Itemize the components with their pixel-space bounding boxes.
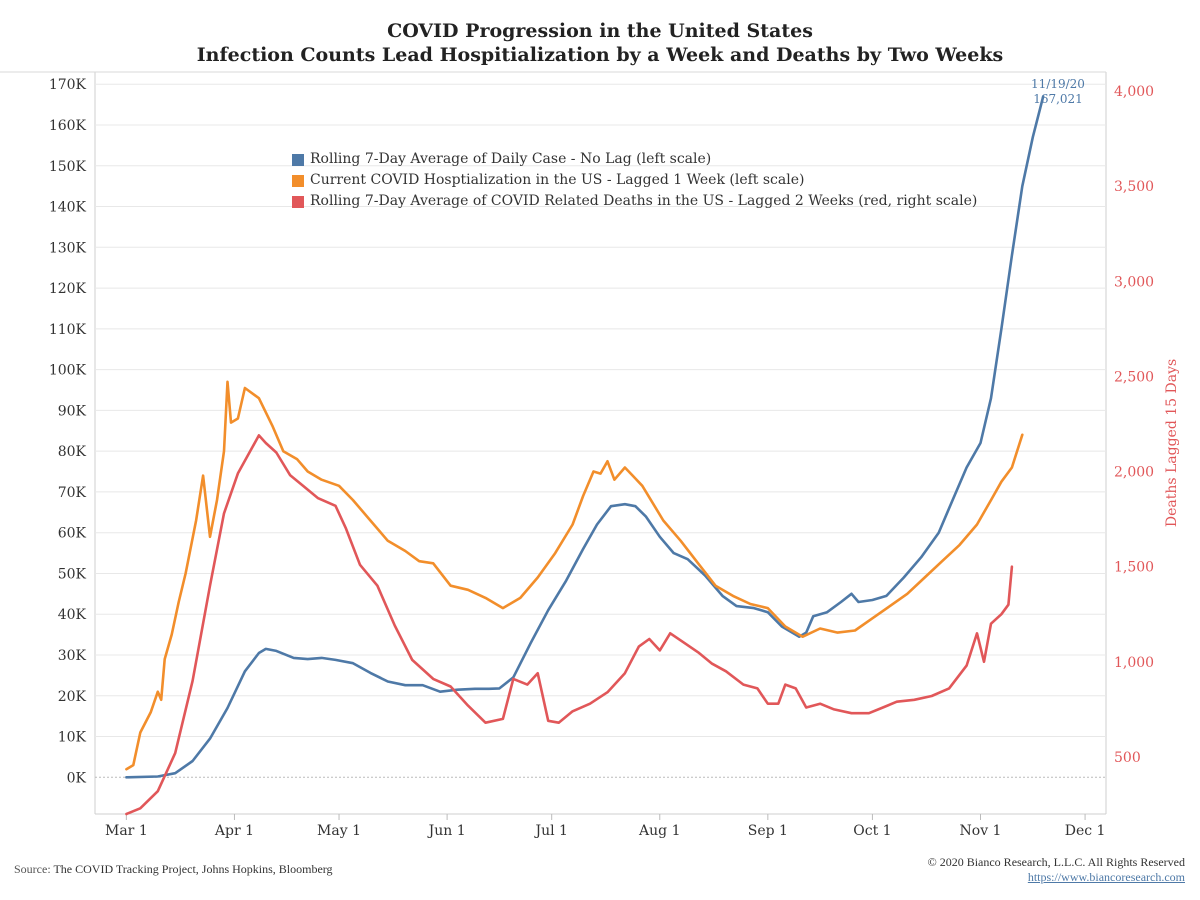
y2-tick-label: 500: [1114, 750, 1141, 766]
y-tick-label: 90K: [58, 403, 87, 419]
y2-tick-label: 3,500: [1114, 179, 1154, 195]
website-link[interactable]: https://www.biancoresearch.com: [1027, 870, 1185, 884]
series-line-hospitalization: [125, 380, 1024, 771]
y-tick-label: 160K: [49, 118, 87, 134]
y-tick-label: 120K: [49, 281, 87, 297]
y2-tick-label: 1,000: [1114, 655, 1154, 671]
y-tick-label: 150K: [49, 159, 87, 175]
legend-swatch-deaths: [292, 195, 304, 208]
legend-label-deaths: Rolling 7-Day Average of COVID Related D…: [310, 193, 978, 209]
last-value-annotation: 11/19/20 167,021: [1028, 77, 1088, 107]
y-tick-label: 70K: [58, 485, 87, 501]
y-tick-label: 140K: [49, 200, 87, 216]
annotation-value: 167,021: [1033, 92, 1083, 106]
copyright-block: © 2020 Bianco Research, L.L.C. All Right…: [928, 855, 1185, 885]
y2-tick-label: 4,000: [1114, 84, 1154, 100]
legend-label-hosp: Current COVID Hosptialization in the US …: [310, 172, 805, 188]
source-note: Source: The COVID Tracking Project, John…: [14, 862, 333, 877]
y-tick-label: 40K: [58, 607, 87, 623]
y-tick-label: 170K: [49, 77, 87, 93]
x-tick-label: Nov 1: [960, 823, 1002, 839]
y-tick-label: 100K: [49, 363, 87, 379]
x-tick-label: Jun 1: [427, 823, 466, 839]
y-tick-label: 110K: [49, 322, 87, 338]
source-text: The COVID Tracking Project, Johns Hopkin…: [53, 862, 333, 876]
x-tick-label: Apr 1: [214, 823, 254, 839]
legend-swatch-cases: [292, 153, 304, 166]
legend-item-cases: Rolling 7-Day Average of Daily Case - No…: [292, 149, 977, 170]
y-tick-label: 60K: [58, 526, 87, 542]
series-line-cases: [125, 95, 1045, 779]
legend-item-deaths: Rolling 7-Day Average of COVID Related D…: [292, 191, 977, 212]
y-tick-label: 80K: [58, 444, 87, 460]
y-tick-label: 20K: [58, 689, 87, 705]
chart-subtitle: Infection Counts Lead Hospitialization b…: [196, 44, 1004, 66]
legend-label-cases: Rolling 7-Day Average of Daily Case - No…: [310, 151, 712, 167]
x-tick-label: Oct 1: [853, 823, 891, 839]
y2-tick-label: 3,000: [1114, 274, 1154, 290]
x-tick-label: Aug 1: [638, 823, 680, 839]
y-axis-right: 500 1,000 1,500 2,000 2,500 3,000 3,500 4,000 De…: [1114, 84, 1180, 766]
y2-tick-label: 2,500: [1114, 369, 1154, 385]
x-tick-label: Sep 1: [748, 823, 788, 839]
y-tick-label: 30K: [58, 648, 87, 664]
copyright-text: © 2020 Bianco Research, L.L.C. All Right…: [927, 855, 1185, 869]
series-lines: [125, 95, 1045, 816]
y-tick-label: 0K: [67, 770, 87, 786]
x-tick-label: Dec 1: [1065, 823, 1106, 839]
legend-item-hosp: Current COVID Hosptialization in the US …: [292, 170, 977, 191]
y2-tick-label: 1,500: [1114, 560, 1154, 576]
y-axis-left: 0K 10K 20K 30K 40K 50K 60K 70K 80K 90K 100K 110K 120…: [49, 77, 87, 786]
y-tick-label: 50K: [58, 566, 87, 582]
legend-swatch-hosp: [292, 174, 304, 187]
y2-axis-label: Deaths Lagged 15 Days: [1164, 359, 1180, 527]
series-line-deaths: [125, 434, 1014, 816]
y-tick-label: 130K: [49, 240, 87, 256]
chart-title: COVID Progression in the United States: [387, 20, 813, 42]
annotation-date: 11/19/20: [1031, 77, 1085, 91]
chart-legend: Rolling 7-Day Average of Daily Case - No…: [292, 149, 977, 212]
y2-tick-label: 2,000: [1114, 465, 1154, 481]
x-tick-label: May 1: [317, 823, 361, 839]
x-axis: Mar 1 Apr 1 May 1 Jun 1 Jul 1 Aug 1 Sep 1 Oct 1…: [105, 814, 1105, 839]
x-tick-label: Mar 1: [105, 823, 148, 839]
x-tick-label: Jul 1: [533, 823, 567, 839]
source-label: Source:: [14, 862, 51, 876]
y-tick-label: 10K: [58, 730, 87, 746]
